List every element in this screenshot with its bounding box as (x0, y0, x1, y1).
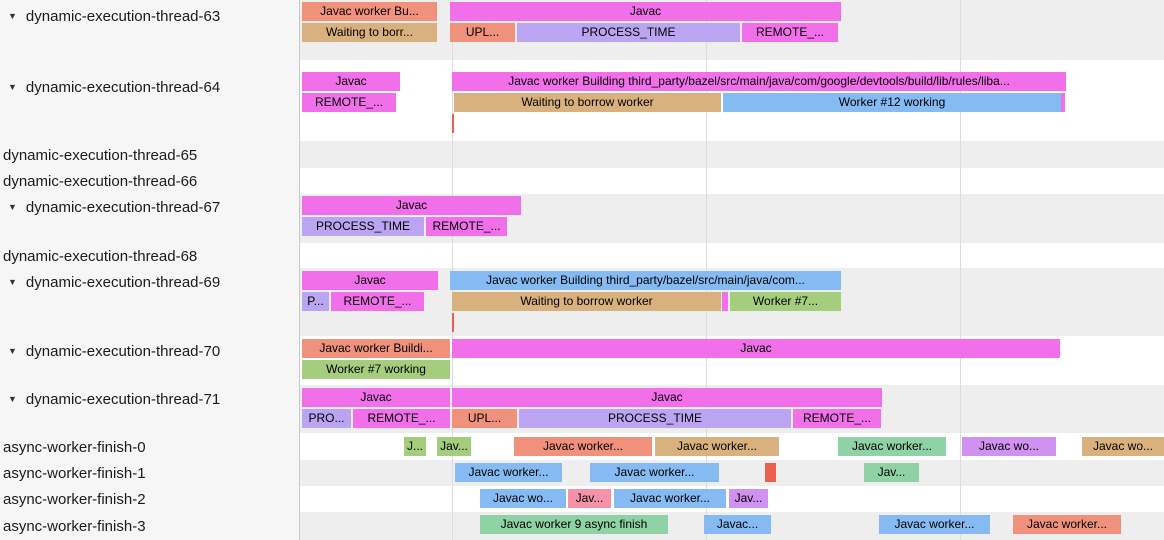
trace-event-bar[interactable]: REMOTE_... (331, 292, 424, 311)
track-label-text: dynamic-execution-thread-70 (25, 342, 221, 360)
trace-event-bar[interactable] (452, 114, 454, 133)
trace-event-bar[interactable]: Jav... (568, 489, 611, 508)
trace-event-bar[interactable]: UPL... (452, 409, 517, 428)
track-label-text: dynamic-execution-thread-64 (25, 78, 221, 96)
expand-arrow-icon[interactable]: ▼ (8, 82, 17, 92)
trace-event-bar[interactable] (722, 292, 728, 311)
trace-event-bar[interactable]: Javac worker... (655, 437, 779, 456)
track-label-async-worker-finish-1[interactable]: async-worker-finish-1 (0, 464, 299, 482)
trace-event-bar[interactable]: Javac... (704, 515, 771, 534)
trace-event-bar[interactable]: REMOTE_... (426, 217, 507, 236)
track-label-text: async-worker-finish-3 (3, 517, 146, 535)
trace-event-bar[interactable]: Javac (452, 339, 1060, 358)
trace-event-bar[interactable]: Javac (450, 2, 841, 21)
trace-event-bar[interactable] (1061, 93, 1065, 112)
track-label-text: async-worker-finish-2 (3, 490, 146, 508)
trace-event-bar[interactable]: Javac worker... (879, 515, 990, 534)
track-label-text: dynamic-execution-thread-66 (3, 172, 198, 190)
track-label-text: dynamic-execution-thread-69 (25, 273, 221, 291)
trace-event-bar[interactable]: Jav... (729, 489, 768, 508)
expand-arrow-icon[interactable]: ▼ (8, 394, 17, 404)
trace-event-bar[interactable]: Jav... (864, 463, 919, 482)
track-name-sidebar: ▼ dynamic-execution-thread-63 ▼ dynamic-exe… (0, 0, 300, 540)
expand-arrow-icon[interactable]: ▼ (8, 202, 17, 212)
trace-event-bar[interactable]: PRO... (302, 409, 351, 428)
track-label-dynamic-execution-thread-64[interactable]: ▼ dynamic-execution-thread-64 (0, 78, 299, 96)
trace-event-bar[interactable]: Waiting to borrow worker (452, 292, 721, 311)
trace-event-bar[interactable]: Waiting to borrow worker (454, 93, 721, 112)
trace-event-bar[interactable]: PROCESS_TIME (517, 23, 740, 42)
trace-event-bar[interactable]: REMOTE_... (742, 23, 838, 42)
trace-event-bar[interactable]: Javac wo... (1082, 437, 1164, 456)
track-label-dynamic-execution-thread-70[interactable]: ▼ dynamic-execution-thread-70 (0, 342, 299, 360)
track-label-async-worker-finish-2[interactable]: async-worker-finish-2 (0, 490, 299, 508)
gridline (452, 0, 453, 540)
trace-event-bar[interactable]: Javac worker... (614, 489, 726, 508)
track-label-async-worker-finish-3[interactable]: async-worker-finish-3 (0, 517, 299, 535)
trace-event-bar[interactable]: Javac worker Buildi... (302, 339, 450, 358)
trace-event-bar[interactable]: Javac wo... (480, 489, 566, 508)
trace-event-bar[interactable]: Javac (302, 72, 400, 91)
track-label-dynamic-execution-thread-71[interactable]: ▼ dynamic-execution-thread-71 (0, 390, 299, 408)
trace-event-bar[interactable]: PROCESS_TIME (302, 217, 424, 236)
trace-event-bar[interactable]: Jav... (437, 437, 471, 456)
trace-event-bar[interactable]: J... (404, 437, 426, 456)
trace-event-bar[interactable]: Worker #7... (730, 292, 841, 311)
trace-event-bar[interactable]: Javac worker... (590, 463, 719, 482)
trace-event-bar[interactable]: REMOTE_... (793, 409, 881, 428)
trace-event-bar[interactable]: Javac worker Building third_party/bazel/… (452, 72, 1066, 91)
track-label-text: dynamic-execution-thread-63 (25, 7, 221, 25)
gridline (960, 0, 961, 540)
track-label-dynamic-execution-thread-66[interactable]: dynamic-execution-thread-66 (0, 172, 299, 190)
trace-event-bar[interactable]: Javac (302, 196, 521, 215)
trace-event-bar[interactable]: Javac (302, 388, 450, 407)
trace-event-bar[interactable]: Javac worker... (1013, 515, 1121, 534)
trace-event-bar[interactable]: UPL... (450, 23, 515, 42)
trace-event-bar[interactable]: Javac wo... (962, 437, 1056, 456)
track-label-text: async-worker-finish-1 (3, 464, 146, 482)
trace-event-bar[interactable]: Javac worker... (514, 437, 652, 456)
gridline (706, 0, 707, 540)
track-label-dynamic-execution-thread-69[interactable]: ▼ dynamic-execution-thread-69 (0, 273, 299, 291)
trace-event-bar[interactable]: Javac worker Building third_party/bazel/… (450, 271, 841, 290)
trace-event-bar[interactable]: Javac (302, 271, 438, 290)
trace-event-bar[interactable]: Javac worker... (838, 437, 946, 456)
track-label-dynamic-execution-thread-63[interactable]: ▼ dynamic-execution-thread-63 (0, 7, 299, 25)
trace-event-bar[interactable]: PROCESS_TIME (519, 409, 791, 428)
track-label-text: dynamic-execution-thread-67 (25, 198, 221, 216)
trace-event-bar[interactable]: REMOTE_... (353, 409, 450, 428)
expand-arrow-icon[interactable]: ▼ (8, 277, 17, 287)
trace-event-bar[interactable]: Javac worker... (455, 463, 562, 482)
track-label-text: dynamic-execution-thread-68 (3, 247, 198, 265)
trace-event-bar[interactable]: Worker #12 working (723, 93, 1061, 112)
track-label-text: dynamic-execution-thread-71 (25, 390, 221, 408)
trace-event-bar[interactable]: Javac worker 9 async finish (480, 515, 668, 534)
trace-event-bar[interactable] (765, 463, 776, 482)
trace-event-bar[interactable]: Waiting to borr... (302, 23, 437, 42)
track-label-text: async-worker-finish-0 (3, 438, 146, 456)
track-label-async-worker-finish-0[interactable]: async-worker-finish-0 (0, 438, 299, 456)
trace-event-bar[interactable]: P... (302, 292, 329, 311)
trace-event-bar[interactable]: Javac worker Bu... (302, 2, 437, 21)
trace-event-bar[interactable]: Javac (452, 388, 882, 407)
expand-arrow-icon[interactable]: ▼ (8, 346, 17, 356)
trace-event-bar[interactable]: Worker #7 working (302, 360, 450, 379)
track-label-text: dynamic-execution-thread-65 (3, 146, 198, 164)
track-label-dynamic-execution-thread-68[interactable]: dynamic-execution-thread-68 (0, 247, 299, 265)
trace-event-bar[interactable]: REMOTE_... (302, 93, 396, 112)
track-label-dynamic-execution-thread-67[interactable]: ▼ dynamic-execution-thread-67 (0, 198, 299, 216)
trace-event-bar[interactable] (452, 313, 454, 332)
expand-arrow-icon[interactable]: ▼ (8, 11, 17, 21)
track-label-dynamic-execution-thread-65[interactable]: dynamic-execution-thread-65 (0, 146, 299, 164)
